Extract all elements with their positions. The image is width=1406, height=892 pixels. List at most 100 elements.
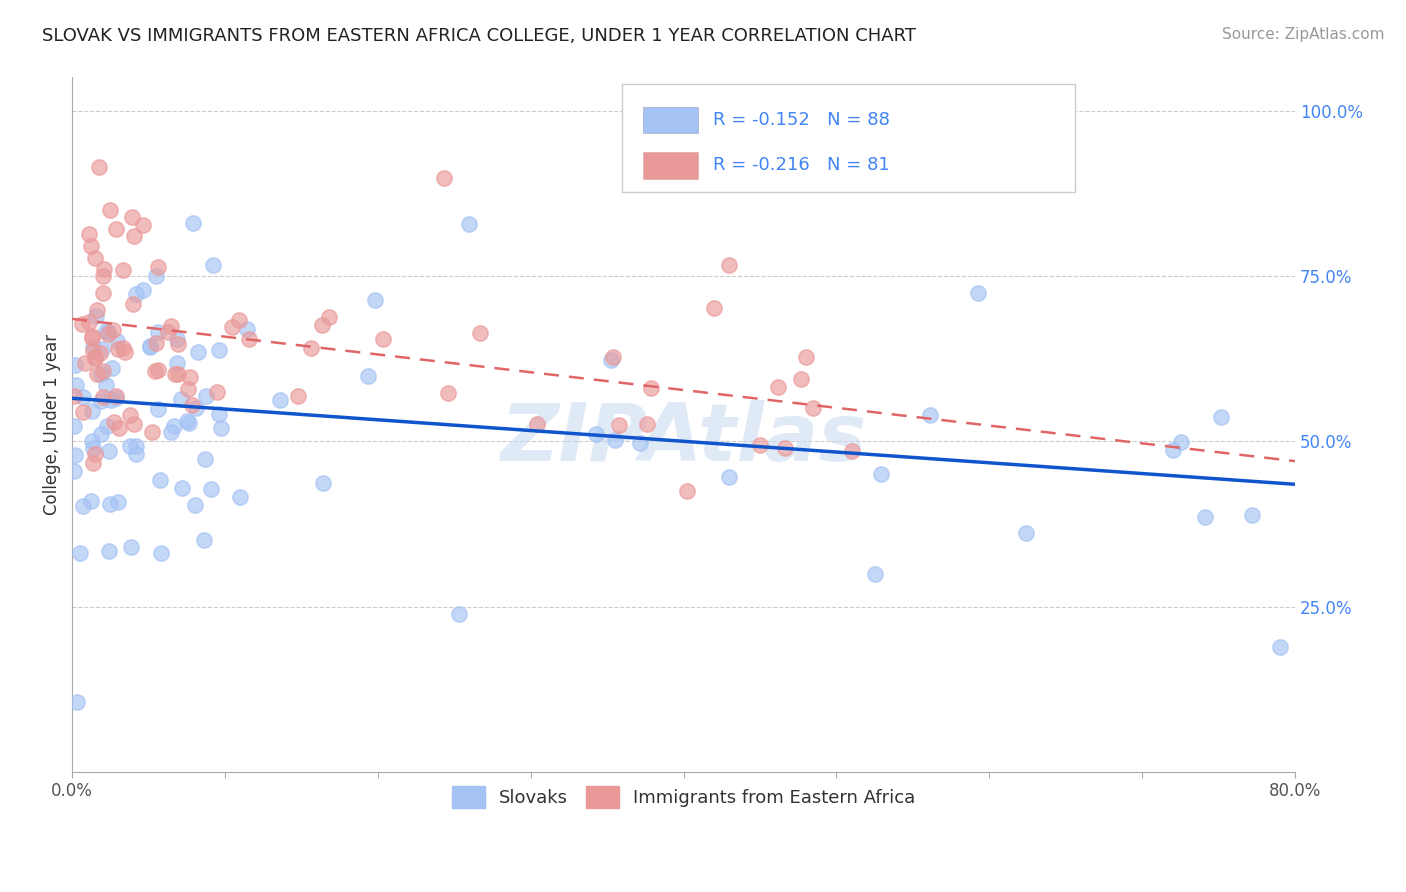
Legend: Slovaks, Immigrants from Eastern Africa: Slovaks, Immigrants from Eastern Africa — [444, 779, 922, 815]
Point — [145, 335, 167, 350]
Point — [790, 372, 813, 386]
Point — [605, 433, 627, 447]
Point — [165, 367, 187, 381]
Point — [146, 363, 169, 377]
Point — [221, 319, 243, 334]
Point — [73, 356, 96, 370]
Point — [269, 392, 291, 407]
Point — [184, 498, 207, 512]
Point — [184, 401, 207, 415]
Point — [90, 367, 112, 381]
Point — [236, 322, 259, 336]
Point — [183, 216, 205, 230]
Point — [209, 421, 232, 435]
Point — [437, 385, 460, 400]
FancyBboxPatch shape — [644, 153, 697, 178]
Text: Source: ZipAtlas.com: Source: ZipAtlas.com — [1222, 27, 1385, 42]
Point — [98, 497, 121, 511]
Point — [125, 447, 148, 461]
Point — [636, 417, 658, 432]
Point — [1209, 409, 1232, 424]
Point — [84, 309, 107, 323]
Text: SLOVAK VS IMMIGRANTS FROM EASTERN AFRICA COLLEGE, UNDER 1 YEAR CORRELATION CHART: SLOVAK VS IMMIGRANTS FROM EASTERN AFRICA… — [42, 27, 917, 45]
Point — [82, 340, 104, 354]
Point — [162, 419, 184, 434]
Point — [159, 318, 181, 333]
Point — [194, 389, 217, 403]
Point — [172, 482, 194, 496]
Point — [90, 426, 112, 441]
Point — [748, 437, 770, 451]
Point — [101, 360, 124, 375]
Text: R = -0.152   N = 88: R = -0.152 N = 88 — [713, 111, 890, 129]
Point — [80, 493, 103, 508]
Point — [100, 392, 122, 407]
Point — [179, 370, 201, 384]
Point — [63, 418, 86, 433]
Point — [194, 451, 217, 466]
Point — [373, 333, 395, 347]
Point — [114, 345, 136, 359]
Point — [170, 392, 193, 407]
Point — [318, 310, 340, 325]
Point — [98, 444, 121, 458]
Point — [141, 425, 163, 440]
Point — [107, 494, 129, 508]
Point — [841, 444, 863, 458]
Point — [91, 269, 114, 284]
Point — [176, 414, 198, 428]
Point — [143, 364, 166, 378]
Point — [148, 402, 170, 417]
Point — [63, 448, 86, 462]
Point — [803, 401, 825, 415]
Point — [145, 268, 167, 283]
Point — [107, 342, 129, 356]
Point — [90, 342, 112, 356]
Point — [82, 329, 104, 343]
Point — [63, 358, 86, 372]
Point — [364, 293, 387, 307]
Point — [675, 483, 697, 498]
Point — [103, 415, 125, 429]
Point — [121, 210, 143, 224]
Point — [159, 425, 181, 439]
Point — [82, 331, 104, 345]
Point — [177, 416, 200, 430]
Point — [146, 326, 169, 340]
Text: R = -0.216   N = 81: R = -0.216 N = 81 — [713, 156, 890, 174]
Point — [207, 343, 229, 357]
Point — [718, 258, 741, 272]
Point — [111, 341, 134, 355]
Point — [125, 286, 148, 301]
Point — [228, 313, 250, 327]
Point — [202, 258, 225, 272]
Point — [468, 326, 491, 341]
Point — [72, 404, 94, 418]
Point — [101, 323, 124, 337]
Point — [1241, 508, 1264, 522]
Point — [312, 475, 335, 490]
Point — [585, 426, 607, 441]
Point — [105, 334, 128, 348]
Point — [72, 500, 94, 514]
Point — [139, 339, 162, 353]
Point — [91, 285, 114, 300]
Point — [91, 390, 114, 404]
Point — [93, 261, 115, 276]
Point — [111, 262, 134, 277]
Point — [79, 314, 101, 328]
Point — [96, 324, 118, 338]
Point — [357, 369, 380, 384]
Point — [121, 297, 143, 311]
Point — [82, 434, 104, 448]
Point — [98, 203, 121, 218]
Point — [166, 336, 188, 351]
FancyBboxPatch shape — [644, 107, 697, 133]
Point — [193, 533, 215, 548]
Point — [97, 325, 120, 339]
Point — [63, 464, 86, 478]
Point — [148, 473, 170, 487]
Point — [449, 607, 471, 621]
Point — [120, 540, 142, 554]
Point — [602, 350, 624, 364]
